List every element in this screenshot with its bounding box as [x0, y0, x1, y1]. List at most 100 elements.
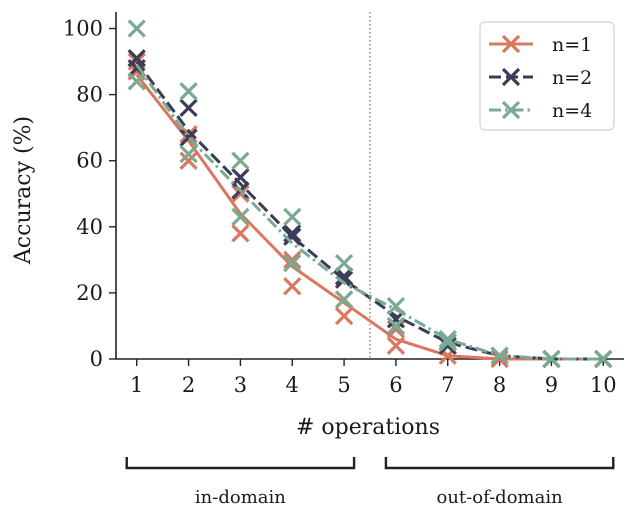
data-point [334, 270, 354, 289]
x-marker-stroke [438, 330, 457, 349]
data-point [334, 306, 354, 326]
bracket-label: in-domain [195, 487, 286, 508]
x-marker-stroke [179, 82, 198, 101]
x-marker-stroke [127, 72, 146, 91]
y-tick-label: 60 [76, 149, 103, 173]
x-marker-stroke [231, 207, 250, 227]
x-marker-stroke [231, 224, 250, 243]
data-point [334, 267, 354, 286]
legend-item-n-4: n=4 [489, 100, 592, 122]
y-tick-label: 80 [76, 83, 103, 107]
data-point [386, 336, 406, 355]
y-tick-label: 40 [76, 215, 103, 239]
data-point [490, 349, 509, 369]
x-marker-stroke [179, 144, 198, 164]
data-point [438, 336, 457, 355]
data-point [283, 250, 302, 269]
x-marker-stroke [179, 128, 198, 147]
x-marker-stroke [438, 336, 457, 355]
x-marker-stroke [283, 227, 302, 246]
y-tick-label: 100 [63, 17, 103, 41]
data-point [334, 254, 354, 273]
x-marker-stroke [490, 349, 509, 369]
bracket-line [125, 457, 356, 470]
x-marker-stroke [594, 349, 613, 369]
data-point [438, 330, 457, 349]
x-marker-stroke [179, 125, 198, 144]
data-point [179, 151, 198, 170]
x-marker-stroke [283, 207, 302, 227]
x-tick-label: 3 [234, 373, 247, 397]
series-group [127, 19, 613, 369]
series-line [135, 73, 604, 361]
legend-marker [501, 67, 521, 87]
x-tick-label: 8 [493, 373, 506, 397]
series-line [135, 64, 604, 361]
data-point [283, 227, 302, 246]
x-marker-stroke [127, 59, 146, 78]
legend: n=1 n=2 n=4 [479, 21, 615, 131]
data-point [231, 151, 250, 170]
x-marker-stroke [283, 250, 302, 269]
data-point [127, 72, 146, 91]
x-marker-stroke [179, 151, 198, 170]
y-tick-label: 0 [90, 347, 103, 371]
data-point [386, 316, 406, 336]
x-marker-stroke [501, 34, 521, 54]
x-marker-stroke [386, 316, 406, 336]
x-marker-stroke [127, 19, 146, 38]
legend-box [479, 21, 615, 131]
bracket-line [384, 457, 615, 470]
y-axis-title: Accuracy (%) [11, 116, 36, 265]
legend-item-n-2: n=2 [489, 67, 592, 89]
x-marker-stroke [542, 349, 561, 369]
x-marker-stroke [386, 296, 406, 316]
x-marker-stroke [334, 254, 354, 273]
x-tick-label: 5 [337, 373, 350, 397]
x-axis-title: # operations [296, 415, 440, 440]
data-point [231, 224, 250, 243]
data-point [438, 333, 457, 352]
data-point [386, 296, 406, 316]
x-marker-stroke [334, 270, 354, 289]
legend-label: n=2 [552, 67, 592, 89]
axes: 0 20 40 60 80 100 1 2 3 4 5 6 7 8 9 10 [63, 12, 624, 397]
data-point [179, 82, 198, 101]
bracket-label: out-of-domain [436, 487, 563, 508]
x-marker-stroke [231, 184, 250, 203]
data-point [283, 277, 302, 296]
x-tick-label: 6 [389, 373, 402, 397]
legend-label: n=1 [552, 34, 592, 56]
x-marker-stroke [501, 67, 521, 87]
bracket-out-of-domain: out-of-domain [384, 457, 615, 508]
x-tick-label: 9 [545, 373, 558, 397]
bracket-in-domain: in-domain [125, 457, 356, 508]
legend-marker [501, 34, 521, 54]
x-tick-label: 1 [130, 373, 143, 397]
domain-brackets: in-domain out-of-domain [125, 457, 615, 508]
x-marker-stroke [283, 254, 302, 273]
data-point [231, 207, 250, 227]
x-tick-label: 2 [182, 373, 195, 397]
x-marker-stroke [283, 277, 302, 296]
x-tick-label: 10 [590, 373, 617, 397]
legend-label: n=4 [552, 100, 592, 122]
data-point [283, 207, 302, 227]
x-marker-stroke [490, 346, 509, 365]
data-point [542, 349, 561, 369]
x-marker-stroke [334, 267, 354, 286]
data-point [334, 290, 354, 309]
x-marker-stroke [231, 151, 250, 170]
data-point [594, 349, 613, 369]
data-point [231, 168, 250, 187]
x-marker-stroke [179, 98, 198, 117]
data-point [490, 346, 509, 365]
data-point [127, 19, 146, 38]
x-marker-stroke [231, 168, 250, 187]
x-tick-label: 7 [441, 373, 454, 397]
y-tick-label: 20 [76, 281, 103, 305]
x-marker-stroke [501, 100, 521, 120]
data-point [179, 144, 198, 164]
legend-item-n-1: n=1 [489, 34, 592, 56]
